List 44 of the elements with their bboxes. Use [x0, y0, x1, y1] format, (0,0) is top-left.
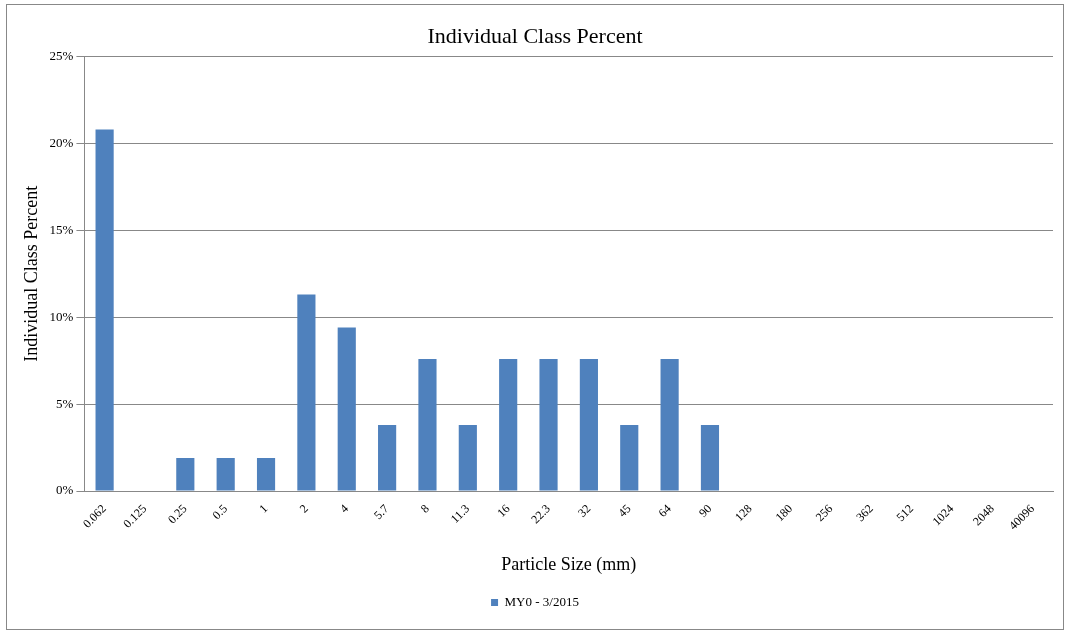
y-tick-label: 25%: [49, 47, 74, 63]
y-tick-label: 15%: [49, 221, 74, 237]
bar: [378, 424, 397, 491]
bar: [418, 358, 437, 491]
x-tick-label: 0.25: [164, 501, 190, 527]
legend-label: MY0 - 3/2015: [504, 593, 579, 609]
x-tick-label: 8: [417, 501, 432, 516]
x-tick-label: 362: [853, 501, 876, 525]
x-axis-title: Particle Size (mm): [501, 553, 637, 575]
x-tick-label: 2: [296, 501, 311, 516]
x-tick-label: 64: [655, 501, 674, 520]
bar: [660, 358, 679, 491]
x-tick-label: 11.3: [447, 501, 473, 526]
bar: [297, 294, 316, 491]
x-tick-label: 1: [256, 501, 271, 516]
chart-title: Individual Class Percent: [427, 22, 643, 48]
bar: [539, 358, 558, 491]
x-tick-label: 256: [812, 501, 836, 525]
x-tick-label: 512: [893, 501, 917, 525]
x-tick-label: 4: [336, 501, 352, 516]
bar: [176, 457, 195, 491]
x-tick-label: 16: [494, 501, 513, 520]
x-tick-label: 128: [732, 501, 755, 525]
bar: [499, 358, 518, 491]
bar: [700, 424, 720, 491]
bar: [256, 457, 276, 491]
x-tick-label: 32: [574, 501, 594, 520]
bar: [458, 424, 477, 491]
bar: [337, 327, 356, 491]
x-tick-label: 22.3: [528, 501, 553, 527]
y-tick-label: 0%: [56, 482, 74, 498]
y-tick-label: 20%: [49, 134, 74, 150]
bar: [95, 129, 114, 491]
y-tick-label: 5%: [56, 395, 74, 411]
bar: [216, 457, 235, 491]
bar: [579, 358, 598, 491]
y-tick-label: 10%: [49, 308, 74, 324]
x-tick-label: 45: [615, 501, 634, 520]
bar: [620, 424, 639, 491]
x-tick-label: 180: [772, 501, 796, 525]
x-tick-label: 0.5: [209, 501, 231, 523]
y-axis-title: Individual Class Percent: [20, 185, 41, 362]
x-tick-label: 5.7: [370, 501, 392, 523]
x-tick-label: 90: [695, 501, 715, 520]
